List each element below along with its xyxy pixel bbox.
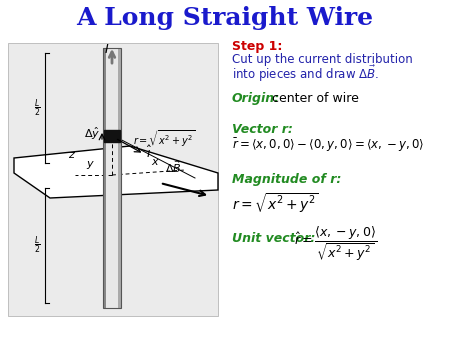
Text: Origin:: Origin: bbox=[232, 92, 280, 105]
Text: A Long Straight Wire: A Long Straight Wire bbox=[76, 6, 373, 30]
Text: $\hat{\imath}$: $\hat{\imath}$ bbox=[146, 145, 152, 161]
Bar bbox=[103, 48, 121, 308]
Bar bbox=[103, 48, 106, 308]
Text: $z$: $z$ bbox=[68, 150, 76, 160]
Text: $\Delta \hat{y}$: $\Delta \hat{y}$ bbox=[84, 126, 100, 142]
Text: center of wire: center of wire bbox=[272, 92, 359, 105]
Text: Cut up the current distribution: Cut up the current distribution bbox=[232, 53, 413, 66]
Text: $\frac{L}{2}$: $\frac{L}{2}$ bbox=[34, 97, 41, 119]
Polygon shape bbox=[14, 146, 218, 198]
Text: $\bar{r} = \langle x,0,0\rangle - \langle 0, y,0\rangle = \langle x,-y,0\rangle$: $\bar{r} = \langle x,0,0\rangle - \langl… bbox=[232, 137, 424, 154]
Bar bbox=[118, 48, 121, 308]
Bar bbox=[8, 43, 218, 316]
Text: Step 1:: Step 1: bbox=[232, 40, 283, 53]
Text: Magnitude of r:: Magnitude of r: bbox=[232, 173, 342, 186]
Bar bbox=[103, 48, 121, 308]
Text: into pieces and draw $\Delta\vec{B}$.: into pieces and draw $\Delta\vec{B}$. bbox=[232, 64, 379, 84]
Text: Vector r:: Vector r: bbox=[232, 123, 293, 136]
Text: Unit vector:: Unit vector: bbox=[232, 232, 315, 245]
Text: $\hat{r} = \dfrac{\langle x,-y,0\rangle}{\sqrt{x^2+y^2}}$: $\hat{r} = \dfrac{\langle x,-y,0\rangle}… bbox=[294, 225, 377, 264]
Text: $r = \sqrt{x^2 + y^2}$: $r = \sqrt{x^2 + y^2}$ bbox=[232, 191, 319, 215]
Text: $\frac{L}{2}$: $\frac{L}{2}$ bbox=[34, 235, 41, 256]
Text: $r = \sqrt{x^2 + y^2}$: $r = \sqrt{x^2 + y^2}$ bbox=[133, 129, 196, 149]
Text: $I$: $I$ bbox=[104, 43, 109, 56]
Text: $y$: $y$ bbox=[86, 159, 94, 171]
Bar bbox=[104, 130, 120, 142]
Text: $\Delta\vec{B}$: $\Delta\vec{B}$ bbox=[165, 159, 181, 175]
Text: $x$: $x$ bbox=[150, 157, 159, 167]
